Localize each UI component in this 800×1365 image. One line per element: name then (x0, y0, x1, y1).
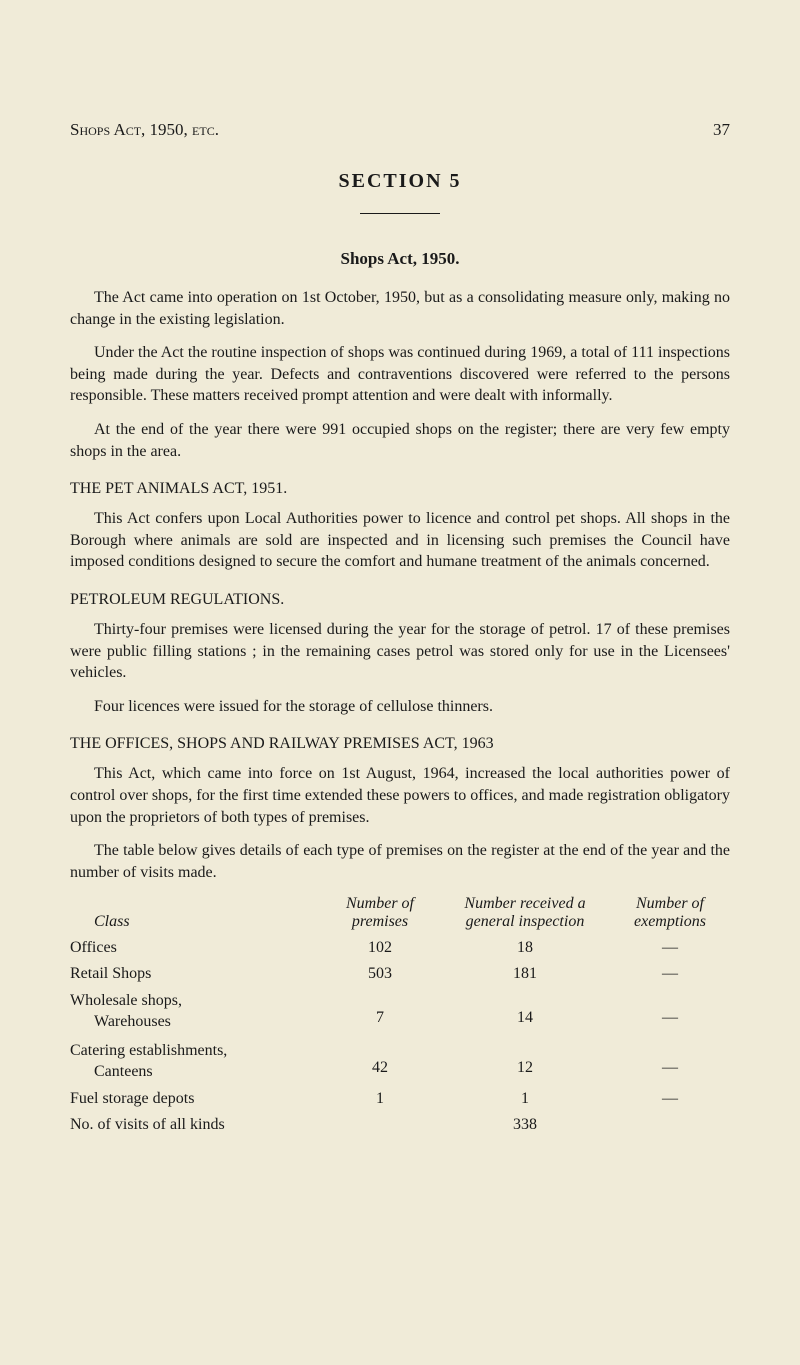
paragraph-6: Four licences were issued for the storag… (70, 696, 730, 718)
subtitle: Shops Act, 1950. (70, 249, 730, 269)
cell-inspection: 18 (440, 939, 610, 957)
paragraph-8: The table below gives details of each ty… (70, 840, 730, 883)
col-header-class: Class (70, 895, 320, 931)
paragraph-3: At the end of the year there were 991 oc… (70, 419, 730, 462)
cell-exemptions: — (610, 1090, 730, 1108)
paragraph-4: This Act confers upon Local Authorities … (70, 508, 730, 573)
cell-class: Retail Shops (70, 965, 320, 983)
cell-premises: 1 (320, 1090, 440, 1108)
cell-inspection: 181 (440, 965, 610, 983)
divider (360, 213, 440, 214)
cell-exemptions (610, 1116, 730, 1134)
col-header-exemptions: Number of exemptions (610, 895, 730, 931)
heading-petroleum: PETROLEUM REGULATIONS. (70, 591, 730, 609)
cell-inspection: 14 (440, 991, 610, 1033)
cell-class: Wholesale shops, Warehouses (70, 991, 320, 1033)
cell-class: Catering establishments, Canteens (70, 1041, 320, 1083)
col-header-inspection: Number received a general inspection (440, 895, 610, 931)
cell-premises (320, 1116, 440, 1134)
heading-offices: THE OFFICES, SHOPS AND RAILWAY PREMISES … (70, 735, 730, 753)
cell-inspection: 12 (440, 1041, 610, 1083)
premises-table: Class Number of premises Number received… (70, 895, 730, 1134)
cell-class: No. of visits of all kinds (70, 1116, 320, 1134)
table-header: Class Number of premises Number received… (70, 895, 730, 931)
page-number: 37 (713, 120, 730, 140)
cell-exemptions: — (610, 939, 730, 957)
cell-premises: 102 (320, 939, 440, 957)
heading-pet-animals: THE PET ANIMALS ACT, 1951. (70, 480, 730, 498)
paragraph-1: The Act came into operation on 1st Octob… (70, 287, 730, 330)
table-row: Retail Shops 503 181 — (70, 965, 730, 983)
cell-inspection: 1 (440, 1090, 610, 1108)
header-title: Shops Act, 1950, etc. (70, 120, 219, 140)
table-row: Fuel storage depots 1 1 — (70, 1090, 730, 1108)
cell-premises: 42 (320, 1041, 440, 1083)
cell-class: Fuel storage depots (70, 1090, 320, 1108)
table-row: Offices 102 18 — (70, 939, 730, 957)
cell-premises: 503 (320, 965, 440, 983)
cell-exemptions: — (610, 965, 730, 983)
col-header-premises: Number of premises (320, 895, 440, 931)
cell-inspection: 338 (440, 1116, 610, 1134)
section-title: SECTION 5 (70, 170, 730, 193)
table-row: Catering establishments, Canteens 42 12 … (70, 1041, 730, 1083)
cell-exemptions: — (610, 1041, 730, 1083)
table-row: No. of visits of all kinds 338 (70, 1116, 730, 1134)
cell-premises: 7 (320, 991, 440, 1033)
table-row: Wholesale shops, Warehouses 7 14 — (70, 991, 730, 1033)
cell-exemptions: — (610, 991, 730, 1033)
cell-class: Offices (70, 939, 320, 957)
paragraph-7: This Act, which came into force on 1st A… (70, 763, 730, 828)
paragraph-5: Thirty-four premises were licensed durin… (70, 619, 730, 684)
page-header: Shops Act, 1950, etc. 37 (70, 120, 730, 140)
paragraph-2: Under the Act the routine inspection of … (70, 342, 730, 407)
